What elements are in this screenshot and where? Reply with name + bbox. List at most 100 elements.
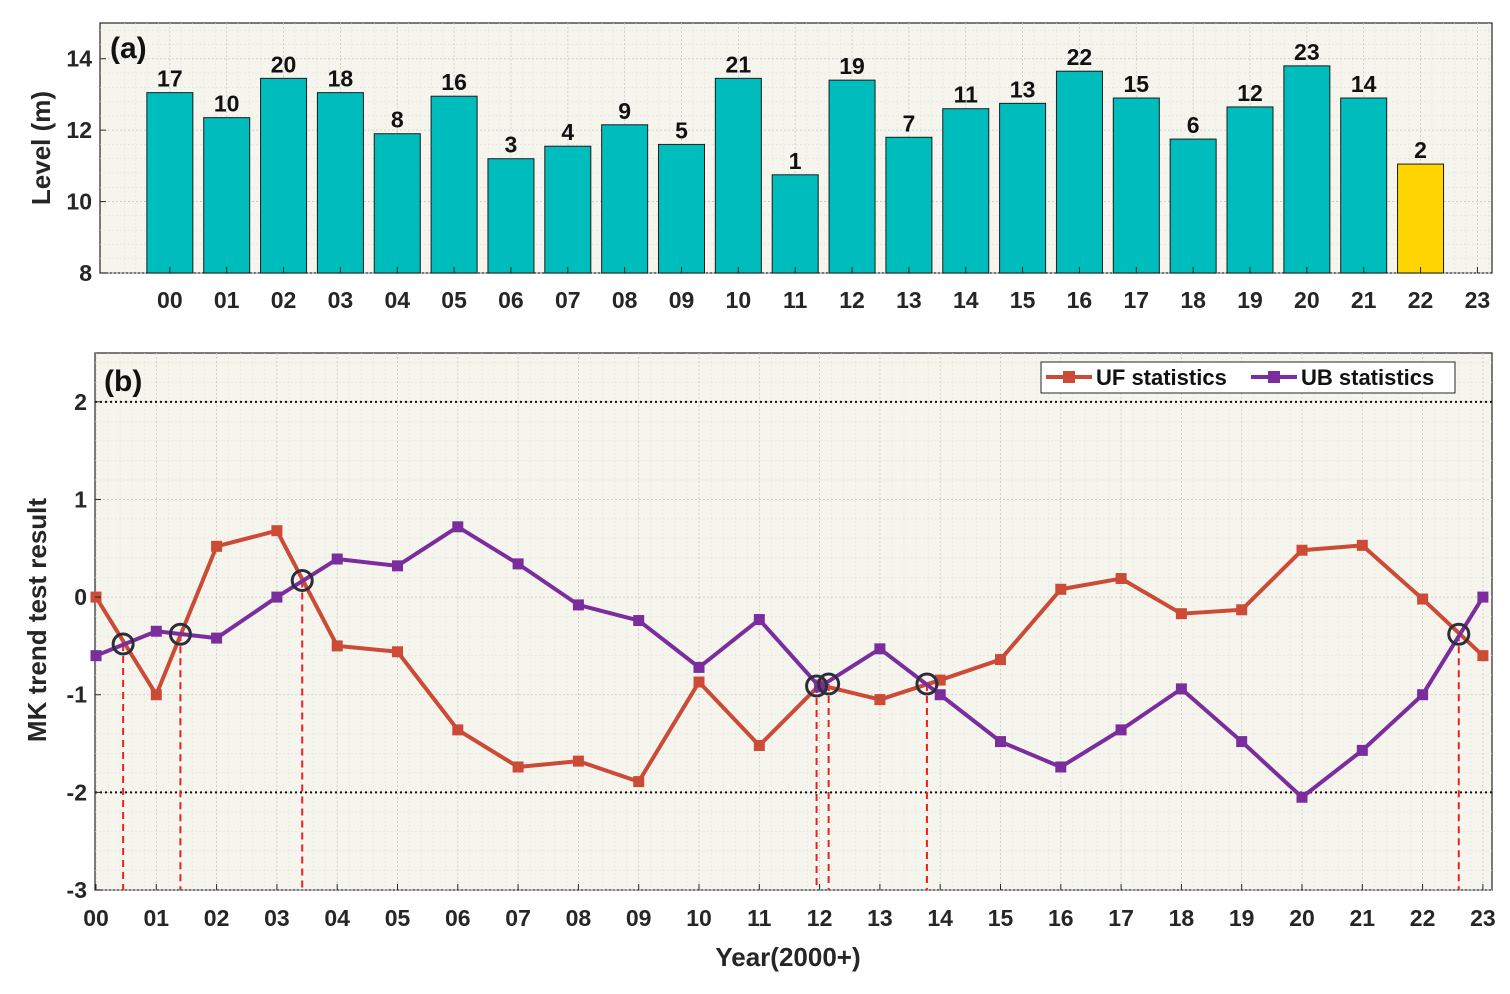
bar-19 <box>1226 106 1274 274</box>
bar-rank-label-17: 15 <box>1124 71 1150 97</box>
ub-point-06 <box>452 521 464 533</box>
panel-a-x-tick-label: 20 <box>1294 287 1320 313</box>
panel-b-x-tick-label: 03 <box>264 905 290 931</box>
panel-b-y-tick-label: 2 <box>74 389 87 415</box>
ub-point-18 <box>1175 683 1187 695</box>
panel-a-x-tick-label: 15 <box>1010 287 1036 313</box>
panel-a-x-tick-label: 11 <box>783 287 808 313</box>
panel-b-x-tick-label: 21 <box>1350 905 1376 931</box>
ub-point-02 <box>211 632 223 644</box>
bar-01 <box>203 117 251 274</box>
uf-point-14 <box>934 674 946 686</box>
ub-point-21 <box>1356 744 1368 756</box>
legend-ub-label: UB statistics <box>1301 365 1434 390</box>
panel-b-x-tick-label: 20 <box>1289 905 1315 931</box>
panel-b-x-ticks: 00 01 02 03 04 05 06 07 08 09 10 11 12 13 14 15 16 17 18 19… <box>83 884 1496 931</box>
bar-06 <box>487 158 535 274</box>
ub-point-23 <box>1477 591 1489 603</box>
ub-point-11 <box>753 614 765 626</box>
uf-point-07 <box>512 761 524 773</box>
bar-18 <box>1169 138 1217 274</box>
bar-07 <box>544 145 592 274</box>
panel-b-x-tick-label: 12 <box>807 905 833 931</box>
panel-a-x-tick-label: 09 <box>669 287 695 313</box>
panel-a-x-tick-label: 18 <box>1180 287 1206 313</box>
ub-point-10 <box>693 661 705 673</box>
panel-a-x-tick-label: 05 <box>441 287 467 313</box>
ub-point-05 <box>392 560 403 572</box>
bar-04 <box>373 133 421 274</box>
panel-a-x-tick-label: 23 <box>1465 287 1491 313</box>
panel-a-y-axis-label: Level (m) <box>26 91 56 205</box>
bar-rank-label-11: 1 <box>789 148 802 174</box>
uf-point-06 <box>452 724 464 736</box>
bar-rank-label-05: 16 <box>441 69 467 95</box>
bar-09 <box>658 143 705 274</box>
ub-point-20 <box>1296 791 1308 803</box>
uf-point-13 <box>874 694 886 706</box>
panel-b-y-tick-label: 1 <box>74 486 87 512</box>
panel-a-x-tick-label: 03 <box>328 287 354 313</box>
uf-point-18 <box>1175 608 1187 620</box>
uf-point-21 <box>1356 539 1368 551</box>
legend-box <box>1040 361 1456 394</box>
uf-point-16 <box>1055 583 1067 595</box>
bar-16 <box>1055 70 1103 274</box>
bar-rank-label-15: 13 <box>1010 76 1036 102</box>
ub-point-16 <box>1055 761 1067 773</box>
bar-05 <box>430 95 478 274</box>
panel-b-x-axis-label: Year(2000+) <box>715 942 860 972</box>
uf-series-line <box>94 528 1485 784</box>
legend-ub-marker <box>1268 371 1280 383</box>
uf-point-05 <box>392 646 403 658</box>
panel-b-y-tick-label: -3 <box>67 877 87 903</box>
panel-b-x-tick-label: 22 <box>1410 905 1436 931</box>
ub-point-07 <box>512 558 524 570</box>
bar-rank-label-06: 3 <box>505 132 518 158</box>
panel-a-x-tick-label: 16 <box>1067 287 1093 313</box>
panel-b: 00 01 02 03 04 05 06 07 08 09 10 11 12 13 14 15 16 17 18 19… <box>22 352 1496 972</box>
panel-b-x-tick-label: 11 <box>747 905 772 931</box>
bar-20 <box>1283 65 1331 274</box>
bar-rank-label-13: 7 <box>903 110 916 136</box>
crossing-marker <box>805 674 829 698</box>
crossing-marker <box>817 672 841 696</box>
uf-point-02 <box>211 540 223 552</box>
bar-14 <box>942 108 990 274</box>
crossing-marker <box>168 622 192 646</box>
uf-point-04 <box>331 640 343 652</box>
bar-rank-label-02: 20 <box>271 51 297 77</box>
bar-15 <box>999 102 1047 274</box>
panel-b-x-tick-label: 05 <box>385 905 411 931</box>
uf-point-15 <box>995 654 1006 666</box>
panel-a-x-ticks: 00 01 02 03 04 05 06 07 08 09 10 11 12 13 14 15 16 17 18 19… <box>157 267 1490 313</box>
ub-point-01 <box>150 625 162 637</box>
bar-17 <box>1112 97 1160 274</box>
legend-uf-marker <box>1063 371 1075 383</box>
panel-a-bars <box>146 65 1445 274</box>
panel-a-x-tick-label: 00 <box>157 287 183 313</box>
uf-point-09 <box>633 776 645 788</box>
panel-a-y-tick-label: 8 <box>79 260 92 286</box>
panel-a-x-tick-label: 14 <box>953 287 979 313</box>
bar-12 <box>828 79 876 274</box>
uf-point-03 <box>271 525 283 537</box>
bar-rank-label-22: 2 <box>1414 137 1427 163</box>
panel-a-x-tick-label: 07 <box>555 287 581 313</box>
bar-rank-label-07: 4 <box>561 119 574 145</box>
bar-rank-label-20: 23 <box>1294 39 1320 65</box>
bar-03 <box>316 92 364 274</box>
bar-rank-label-04: 8 <box>391 107 404 133</box>
bar-rank-label-09: 5 <box>675 117 688 143</box>
panel-b-y-ticks: -3 -2 -1 0 1 2 <box>67 389 101 903</box>
bar-rank-label-00: 17 <box>157 66 183 92</box>
ub-point-03 <box>271 591 283 603</box>
bar-10 <box>714 77 762 274</box>
ub-point-19 <box>1236 736 1248 748</box>
panel-b-x-tick-label: 01 <box>144 905 170 931</box>
legend: UF statistics UB statistics <box>1040 361 1456 394</box>
panel-b-y-tick-label: 0 <box>74 584 87 610</box>
panel-a-x-tick-label: 19 <box>1237 287 1263 313</box>
uf-point-01 <box>150 689 162 701</box>
ub-point-08 <box>572 599 584 611</box>
